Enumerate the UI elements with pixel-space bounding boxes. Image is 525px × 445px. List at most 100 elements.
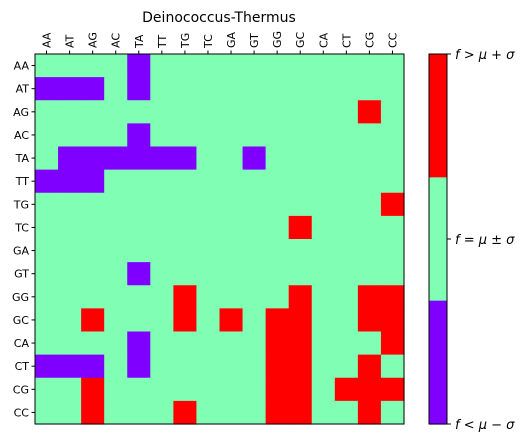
heatmap-cell	[242, 192, 267, 217]
colorbar: f > μ + σ f = μ ± σ f < μ − σ	[428, 48, 515, 433]
heatmap-cell	[173, 262, 198, 286]
heatmap-cell	[288, 77, 313, 101]
heatmap-cell	[334, 308, 359, 333]
heatmap-cell	[219, 400, 244, 425]
heatmap-cell	[104, 215, 128, 240]
heatmap-cell	[242, 239, 267, 263]
heatmap-cell	[173, 377, 198, 402]
heatmap-cell	[334, 192, 359, 217]
heatmap-cell	[288, 192, 313, 217]
heatmap-cell	[380, 400, 405, 425]
heatmap-cell	[380, 308, 405, 333]
heatmap-cell	[173, 100, 198, 124]
heatmap-cell	[150, 308, 174, 333]
heatmap-cell	[219, 100, 244, 124]
heatmap-cell	[81, 354, 105, 379]
heatmap-cell	[58, 262, 82, 286]
x-tick-label: GG	[271, 31, 284, 48]
heatmap-cell	[288, 308, 313, 333]
heatmap-cell	[334, 169, 359, 194]
heatmap-cell	[127, 215, 151, 240]
colorbar-tick-label: f < μ − σ	[455, 418, 515, 433]
heatmap-cell	[196, 123, 221, 148]
chart-title: Deinococcus-Thermus	[142, 10, 296, 26]
heatmap-cell	[127, 146, 151, 171]
heatmap-cell	[196, 192, 221, 217]
heatmap-cell	[35, 146, 59, 171]
heatmap-cell	[104, 100, 128, 124]
heatmap-cell	[35, 77, 59, 101]
heatmap-cell	[311, 77, 336, 101]
heatmap-cell	[219, 146, 244, 171]
colorbar-tick-label: f = μ ± σ	[455, 233, 515, 248]
heatmap-cell	[311, 100, 336, 124]
heatmap-cell	[357, 215, 382, 240]
heatmap-cell	[219, 192, 244, 217]
heatmap-cell	[81, 146, 105, 171]
heatmap-cell	[173, 77, 198, 101]
heatmap-cell	[58, 285, 82, 309]
heatmap-cell	[357, 262, 382, 286]
heatmap-cell	[81, 215, 105, 240]
heatmap-cell	[127, 239, 151, 263]
heatmap-cell	[311, 169, 336, 194]
heatmap-cell	[288, 262, 313, 286]
heatmap-cell	[150, 239, 174, 263]
heatmap-cell	[81, 54, 105, 78]
heatmap-cell	[104, 192, 128, 217]
x-tick-label: CG	[363, 32, 376, 48]
y-tick-label: TA	[15, 152, 30, 165]
x-tick-label: CT	[340, 33, 353, 48]
heatmap-cell	[196, 400, 221, 425]
heatmap-cell	[242, 54, 267, 78]
heatmap-cell	[104, 77, 128, 101]
heatmap-cell	[81, 400, 105, 425]
heatmap-cell	[127, 123, 151, 148]
colorbar-segment	[429, 300, 447, 425]
x-tick-label: GT	[248, 33, 261, 48]
x-tick-label: TA	[133, 34, 146, 49]
heatmap-cell	[35, 331, 59, 356]
x-tick-label: AA	[41, 32, 54, 48]
heatmap-cell	[81, 169, 105, 194]
heatmap-cell	[35, 400, 59, 425]
heatmap-cell	[127, 285, 151, 309]
heatmap-cell	[104, 331, 128, 356]
colorbar-tick-label: f > μ + σ	[455, 48, 515, 63]
heatmap-cell	[196, 215, 221, 240]
heatmap-cell	[150, 192, 174, 217]
heatmap-cell	[380, 354, 405, 379]
heatmap-cell	[265, 285, 290, 309]
heatmap-cell	[35, 54, 59, 78]
heatmap-cell	[219, 354, 244, 379]
heatmap-cell	[150, 169, 174, 194]
heatmap-cell	[334, 54, 359, 78]
heatmap-cell	[311, 400, 336, 425]
y-tick-label: GG	[12, 291, 29, 304]
heatmap-cell	[288, 400, 313, 425]
y-tick-label: TG	[13, 198, 29, 211]
heatmap-cell	[265, 215, 290, 240]
heatmap-cell	[173, 169, 198, 194]
heatmap-cell	[219, 377, 244, 402]
heatmap-cell	[380, 262, 405, 286]
heatmap-cell	[311, 331, 336, 356]
heatmap-cell	[242, 377, 267, 402]
heatmap-cell	[288, 331, 313, 356]
heatmap-cell	[58, 331, 82, 356]
heatmap-cell	[311, 308, 336, 333]
heatmap-cell	[58, 146, 82, 171]
y-tick-label: CT	[15, 360, 30, 373]
y-tick-label: GT	[14, 268, 29, 281]
heatmap-cell	[311, 54, 336, 78]
heatmap-cell	[242, 146, 267, 171]
heatmap-cell	[219, 308, 244, 333]
heatmap-cell	[242, 100, 267, 124]
heatmap-cell	[265, 239, 290, 263]
y-tick-label: GC	[13, 314, 30, 327]
heatmap-cell	[311, 215, 336, 240]
x-tick-label: GA	[225, 31, 238, 48]
heatmap-cell	[58, 123, 82, 148]
heatmap-cell	[127, 400, 151, 425]
heatmap-cell	[173, 331, 198, 356]
